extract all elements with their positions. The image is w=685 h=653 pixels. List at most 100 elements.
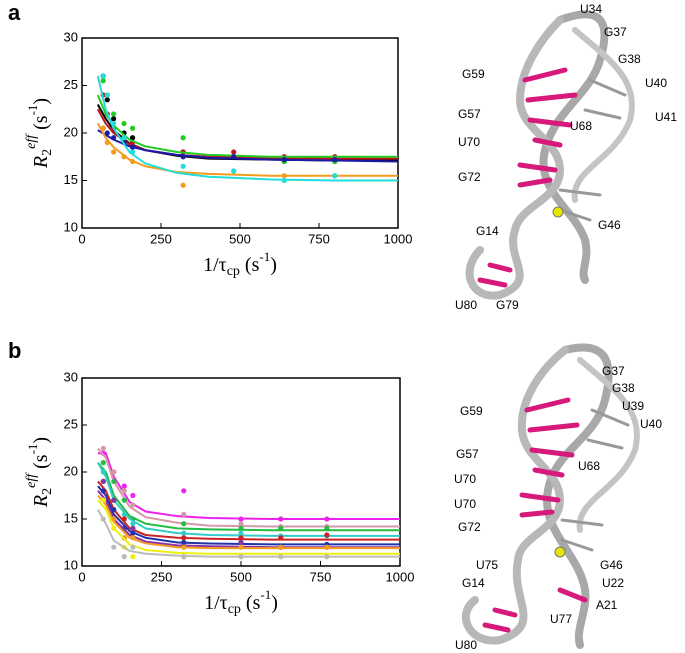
data-point <box>111 120 117 127</box>
x-axis-label: 1/τcp (s-1) <box>204 587 278 617</box>
data-point <box>100 469 106 475</box>
data-point <box>121 135 127 141</box>
data-point <box>100 460 106 466</box>
y-axis-label-part: -1 <box>25 105 40 116</box>
y-tick-label: 15 <box>64 510 78 525</box>
x-axis-label-part: -1 <box>259 249 270 264</box>
nucleotide-label: U40 <box>640 417 662 431</box>
data-point <box>121 497 127 503</box>
y-axis-label-part: eff <box>24 133 39 149</box>
nucleotide-label: U68 <box>578 459 600 473</box>
data-point <box>180 163 186 169</box>
x-axis-label-part: ) <box>270 254 277 276</box>
x-tick-label: 250 <box>151 569 173 584</box>
data-point <box>231 168 237 174</box>
y-tick-label: 15 <box>64 172 78 187</box>
data-point <box>278 535 284 541</box>
y-tick-label: 10 <box>64 557 78 572</box>
data-point <box>129 149 136 155</box>
data-point <box>238 530 244 536</box>
data-point <box>181 511 187 517</box>
y-axis-label-part: ) <box>30 437 52 444</box>
y-axis-label-part: ) <box>30 98 52 105</box>
y-axis-label-part: (s <box>30 115 52 135</box>
fit-curve <box>97 452 400 520</box>
nucleotide-label: G57 <box>456 447 479 461</box>
data-point <box>130 544 136 550</box>
y-axis-label-part: R <box>30 495 52 508</box>
y-tick-label: 30 <box>64 369 78 384</box>
data-point <box>121 511 127 517</box>
data-point <box>281 157 287 163</box>
data-point <box>238 516 244 522</box>
data-point <box>111 544 117 550</box>
data-point <box>324 525 330 532</box>
fit-curve <box>97 447 400 528</box>
data-point <box>130 492 136 499</box>
data-point <box>181 554 187 560</box>
nucleotide-label: G46 <box>600 558 623 572</box>
nucleotide-label: G46 <box>598 218 621 232</box>
fit-curve <box>96 104 398 162</box>
nucleotide-label: U75 <box>476 558 498 572</box>
fit-curve <box>96 75 398 182</box>
nucleotide-label: U80 <box>455 638 477 652</box>
nucleotide-label: G37 <box>602 364 625 378</box>
data-point <box>130 554 136 560</box>
data-point <box>231 149 237 155</box>
data-point <box>100 78 106 84</box>
data-point <box>104 92 110 98</box>
x-tick-label: 250 <box>150 231 172 246</box>
data-point <box>238 521 244 527</box>
x-tick-label: 750 <box>310 569 332 584</box>
panel-label: b <box>8 338 21 363</box>
nucleotide-label: U77 <box>550 612 572 626</box>
fit-curve <box>97 461 400 532</box>
data-point <box>129 144 136 150</box>
x-tick-label: 750 <box>308 231 330 246</box>
data-point <box>231 154 237 160</box>
fit-curve <box>97 509 400 558</box>
data-point <box>111 135 117 141</box>
fit-curve <box>97 499 400 555</box>
data-point <box>100 478 106 484</box>
data-point <box>104 139 110 146</box>
nucleotide-label: G37 <box>604 25 627 39</box>
data-point <box>111 497 117 503</box>
nucleotide-label: U68 <box>570 119 592 133</box>
nucleotide-label: G14 <box>462 576 485 590</box>
nucleotide-label: U39 <box>622 399 644 413</box>
x-tick-label: 500 <box>229 231 251 246</box>
x-axis-label-part: (s <box>241 592 261 614</box>
y-axis-label-part: 2 <box>40 149 55 156</box>
rna-structure-a <box>465 10 635 300</box>
data-point <box>111 469 117 475</box>
data-point <box>129 158 136 165</box>
x-axis-label-part: 1/τ <box>204 592 228 614</box>
data-point <box>332 157 338 163</box>
y-tick-label: 10 <box>64 219 78 234</box>
nucleotide-label: U22 <box>602 576 624 590</box>
data-point <box>181 539 187 546</box>
x-tick-label: 1000 <box>384 231 413 246</box>
y-tick-label: 25 <box>64 416 78 431</box>
y-axis-label-part: R <box>30 156 52 169</box>
data-point <box>181 521 187 527</box>
data-point <box>130 521 136 527</box>
data-point <box>238 544 244 550</box>
data-point <box>278 554 284 560</box>
nucleotide-label: G72 <box>458 520 481 534</box>
data-point <box>121 483 127 489</box>
fit-curve <box>97 494 400 550</box>
nucleotide-label: G59 <box>460 404 483 418</box>
data-point <box>181 530 187 536</box>
data-point <box>278 516 284 522</box>
data-point <box>278 544 284 550</box>
y-axis-label: R2eff (s-1) <box>24 437 55 508</box>
nucleotide-label: G72 <box>458 170 481 184</box>
nucleotide-label: U70 <box>454 472 476 486</box>
data-point <box>281 173 287 179</box>
data-point <box>100 445 106 452</box>
data-point <box>324 554 330 560</box>
x-axis-label-part: cp <box>227 264 240 279</box>
